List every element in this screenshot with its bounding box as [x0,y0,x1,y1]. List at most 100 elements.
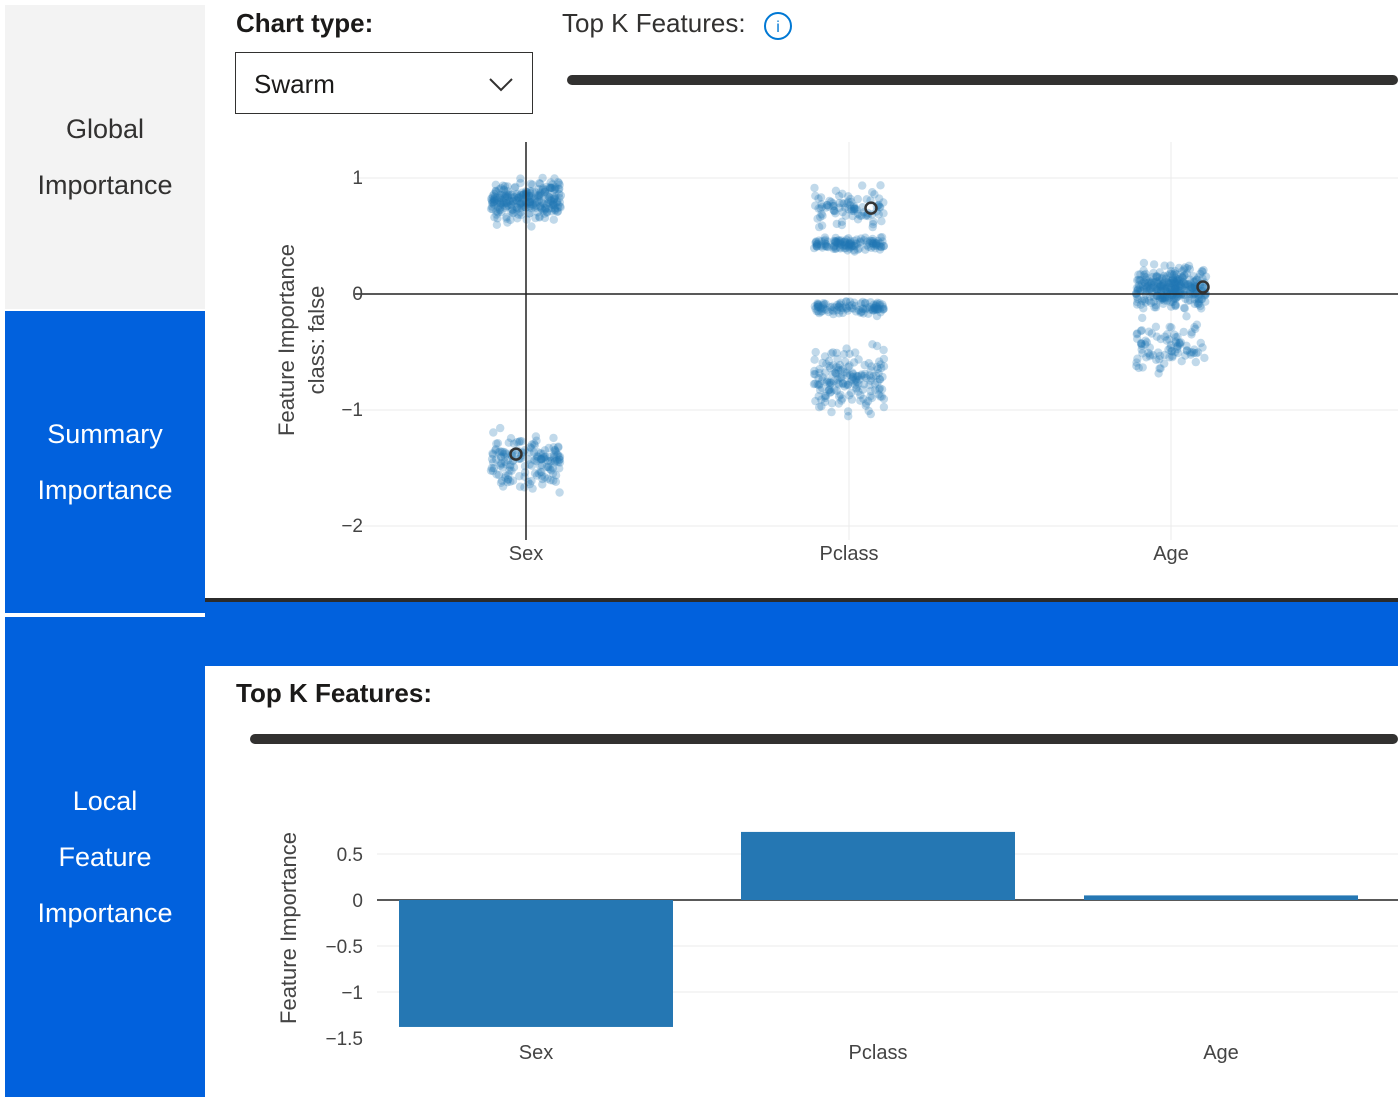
swarm-point [525,186,535,196]
swarm-point [542,207,552,216]
swarm-point [829,309,838,319]
swarm-point [538,185,548,194]
swarm-point [821,203,831,212]
swarm-point [844,362,853,372]
swarm-point [508,196,517,206]
info-icon[interactable]: i [763,11,793,41]
swarm-point [835,299,844,308]
swarm-point [863,396,873,406]
swarm-point [836,237,845,246]
swarm-point [835,300,845,310]
swarm-point [503,192,513,201]
swarm-point [835,236,844,245]
swarm-point [842,380,851,389]
swarm-point [818,211,827,220]
swarm-point [531,203,540,213]
swarm-point [1161,273,1171,282]
swarm-point [1137,339,1146,348]
local-top-k-slider[interactable] [250,734,1398,744]
top-k-features-label: Top K Features: [562,8,746,38]
nav-local-feature-importance[interactable]: Local Feature Importance [5,617,205,1097]
swarm-chart: 1 0 −1 −2 Sex Pclass Age Feature Importance clas… [274,142,1398,565]
swarm-point [499,197,508,207]
swarm-point [844,234,853,243]
swarm-point [1157,295,1167,304]
swarm-point [825,361,834,371]
swarm-point [870,190,879,199]
nav-global-importance[interactable]: Global Importance [5,5,205,309]
swarm-point [503,455,513,465]
swarm-point [531,198,540,207]
swarm-point [861,305,870,314]
swarm-point [830,237,840,246]
swarm-point [546,456,555,466]
swarm-point [1191,324,1200,334]
swarm-point [812,242,821,251]
swarm-point [827,197,836,207]
swarm-point [1172,283,1181,292]
swarm-point [504,438,513,447]
top-k-slider[interactable] [567,75,1398,85]
swarm-point [870,304,880,313]
swarm-point [551,471,561,480]
swarm-point [820,239,830,248]
swarm-point [531,432,541,441]
swarm-point [1152,277,1161,286]
swarm-point [825,385,834,394]
swarm-point [858,385,867,394]
swarm-point [555,180,564,189]
swarm-point [1149,280,1158,290]
swarm-point [832,362,841,372]
nav-summary-importance[interactable]: Summary Importance [5,311,205,613]
swarm-point [831,186,841,195]
swarm-point [839,242,848,251]
swarm-point [873,305,883,314]
chart-type-value: Swarm [254,69,335,99]
swarm-point [841,241,850,250]
swarm-point [1134,275,1143,284]
swarm-point [550,185,559,194]
swarm-point [555,198,565,207]
swarm-point [1167,346,1176,356]
swarm-point [1134,284,1143,293]
swarm-point [876,239,885,248]
swarm-point [527,444,536,453]
swarm-point [550,457,560,466]
side-nav: Global Importance Summary Importance Loc… [5,5,205,1097]
swarm-point [1140,296,1150,305]
swarm-point [536,455,545,464]
chart-type-dropdown[interactable]: Swarm [235,52,533,114]
swarm-point [528,180,537,189]
swarm-point [530,202,539,211]
swarm-point [1193,298,1202,307]
swarm-point [854,379,863,388]
swarm-point [491,187,501,196]
swarm-point [833,363,843,372]
swarm-point [528,201,537,210]
swarm-point [1139,277,1149,287]
swarm-point [502,214,511,223]
swarm-point [831,368,840,377]
swarm-point [1167,347,1177,356]
swarm-point [1136,339,1146,348]
swarm-point [1139,266,1148,275]
swarm-point [830,242,839,251]
swarm-point [847,241,856,251]
swarm-point [814,392,823,401]
swarm-point [536,204,546,213]
swarm-point [878,372,887,382]
swarm-point [1173,342,1182,351]
swarm-point [492,210,501,219]
swarm-point [532,452,541,461]
swarm-point [1196,338,1205,348]
swarm-point [500,452,510,461]
swarm-point [550,193,559,203]
swarm-point [845,349,854,358]
swarm-point [502,202,511,211]
swarm-point [850,242,859,251]
swarm-point [879,345,888,355]
swarm-point [816,303,825,312]
swarm-point [845,240,854,249]
swarm-point [871,241,881,250]
swarm-point [544,443,553,453]
